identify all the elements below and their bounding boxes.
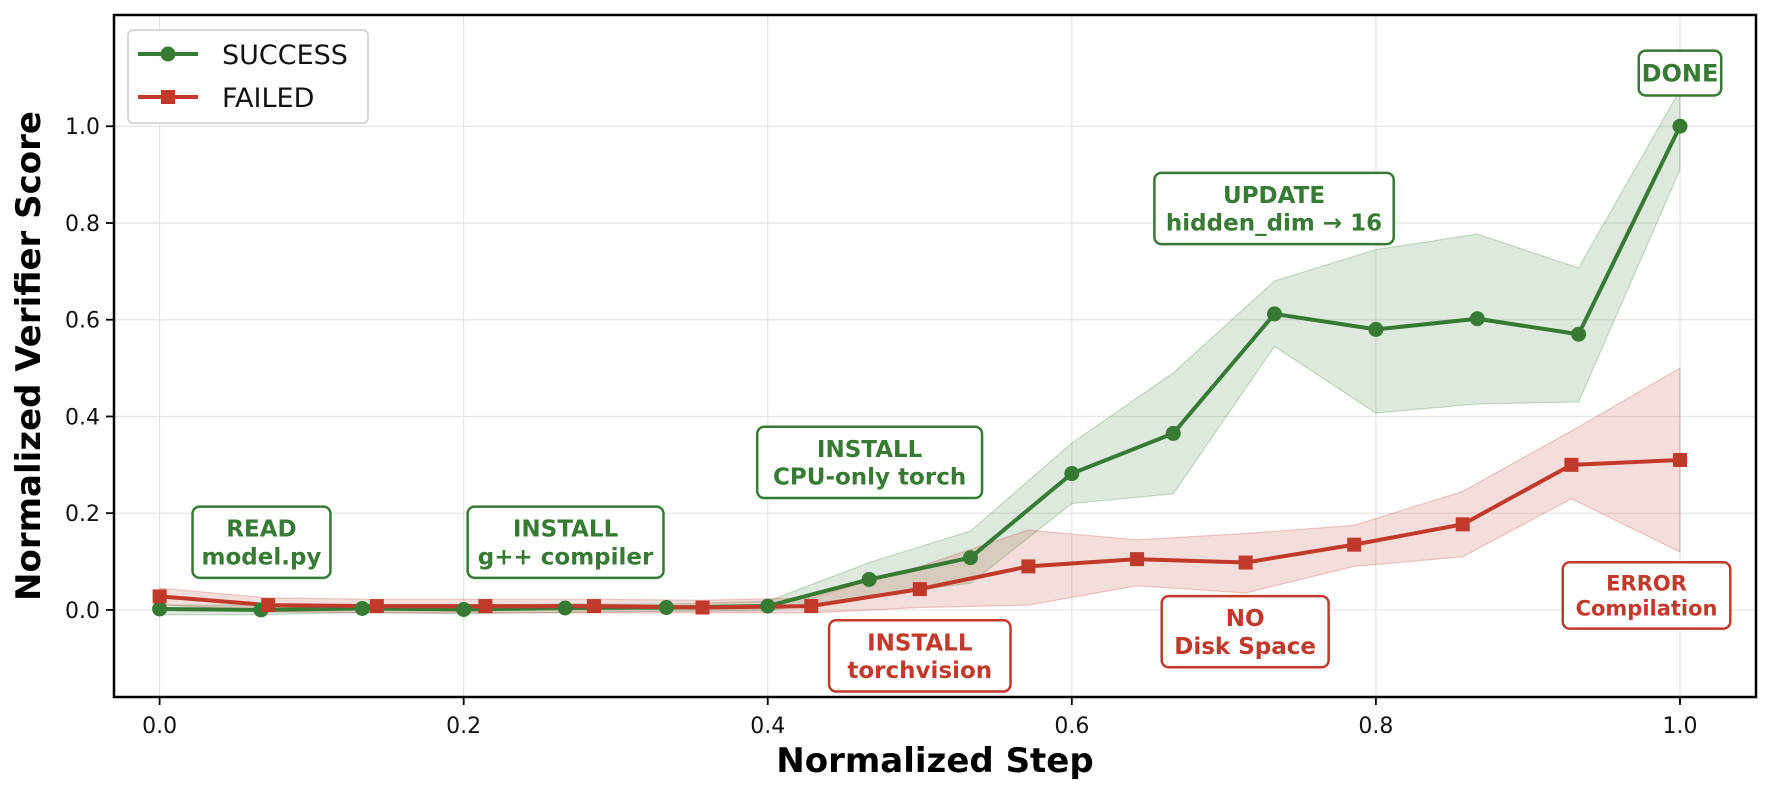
annotation-text: Disk Space [1174,634,1316,660]
x-axis-label: Normalized Step [776,741,1093,781]
success-data-point [861,571,877,587]
legend: SUCCESS FAILED [127,29,369,124]
success-series-line [159,125,1682,612]
success-data-point [1165,425,1181,441]
annotation-text: READ [226,517,296,543]
failed-data-point [695,600,710,615]
annotation-text: DONE [1642,60,1719,88]
annotation-text: CPU-only torch [773,464,966,490]
annotation-text: INSTALL [867,630,973,656]
failed-data-point [1238,555,1253,570]
y-tick-label: 0.4 [65,405,100,430]
x-tick-label: 0.6 [1054,714,1089,739]
y-tick-label: 0.6 [65,309,100,334]
failed-data-point [804,599,819,614]
x-tick-label: 0.0 [142,714,177,739]
success-data-point [1469,311,1485,327]
failed-data-point [586,599,601,614]
annotation-frame [466,505,665,580]
legend-label: SUCCESS [222,40,348,71]
x-tick-label: 0.8 [1358,714,1393,739]
success-data-point [1064,466,1080,482]
failed-data-point [1455,517,1470,532]
success-data-point [456,601,472,617]
success-data-point [1672,118,1688,134]
annotation-frame [755,425,984,500]
legend-label: FAILED [222,83,314,114]
annotation-frame [827,619,1012,693]
legend-item-failed: FAILED [138,83,314,114]
success-data-point [1266,306,1282,322]
legend-swatch-marker [161,90,175,104]
failed-data-point [1347,537,1362,552]
failed-data-point [261,598,276,613]
y-axis-label: Normalized Verifier Score [9,111,49,601]
y-tick-label: 0.2 [65,502,100,527]
failed-data-point [912,582,927,597]
failed-data-point [478,599,493,614]
y-tick-label: 1.0 [65,115,100,140]
success-data-point [760,598,776,614]
annotation-frame [1637,49,1723,97]
annotation-text: model.py [202,544,322,570]
y-tick-label: 0.8 [65,212,100,237]
annotation-text: UPDATE [1223,183,1325,209]
annotation-text: g++ compiler [478,544,654,570]
success-data-point [354,600,370,616]
annotation-frame [1561,560,1732,630]
legend-swatch-marker [160,46,176,62]
annotation-frame [1160,594,1330,669]
failed-data-point [1021,559,1036,574]
annotation-frame [1153,171,1395,246]
annotation-box: DONE [1637,49,1723,97]
x-tick-label: 0.2 [446,714,481,739]
success-data-point [1368,321,1384,337]
failed-data-point [1130,552,1145,567]
failed-data-point [1672,452,1687,467]
annotation-text: torchvision [847,658,992,684]
success-data-point [1571,326,1587,342]
legend-item-success: SUCCESS [138,40,348,71]
x-tick-label: 1.0 [1662,714,1697,739]
y-tick-label: 0.0 [65,599,100,624]
annotation-frame [191,505,332,580]
x-tick-label: 0.4 [750,714,785,739]
success-data-point [658,600,674,616]
annotation-text: NO [1226,606,1265,632]
failed-data-point [369,599,384,614]
success-data-point [557,600,573,616]
success-data-point [962,550,978,566]
success-data-point [152,601,168,617]
axis-ticks: 0.0 0.2 0.4 0.6 0.8 1.0 0.0 0.2 0.4 0.6 0.8 1.0 [65,115,1697,739]
annotation-text: INSTALL [817,437,923,463]
plot-frame [112,13,1758,699]
annotation-text: Compilation [1576,597,1718,621]
failed-data-point [1564,457,1579,472]
annotation-text: INSTALL [513,517,619,543]
annotation-text: hidden_dim → 16 [1166,211,1382,237]
failed-data-point [152,589,167,604]
series-markers [152,118,1688,618]
annotation-text: ERROR [1606,571,1687,595]
